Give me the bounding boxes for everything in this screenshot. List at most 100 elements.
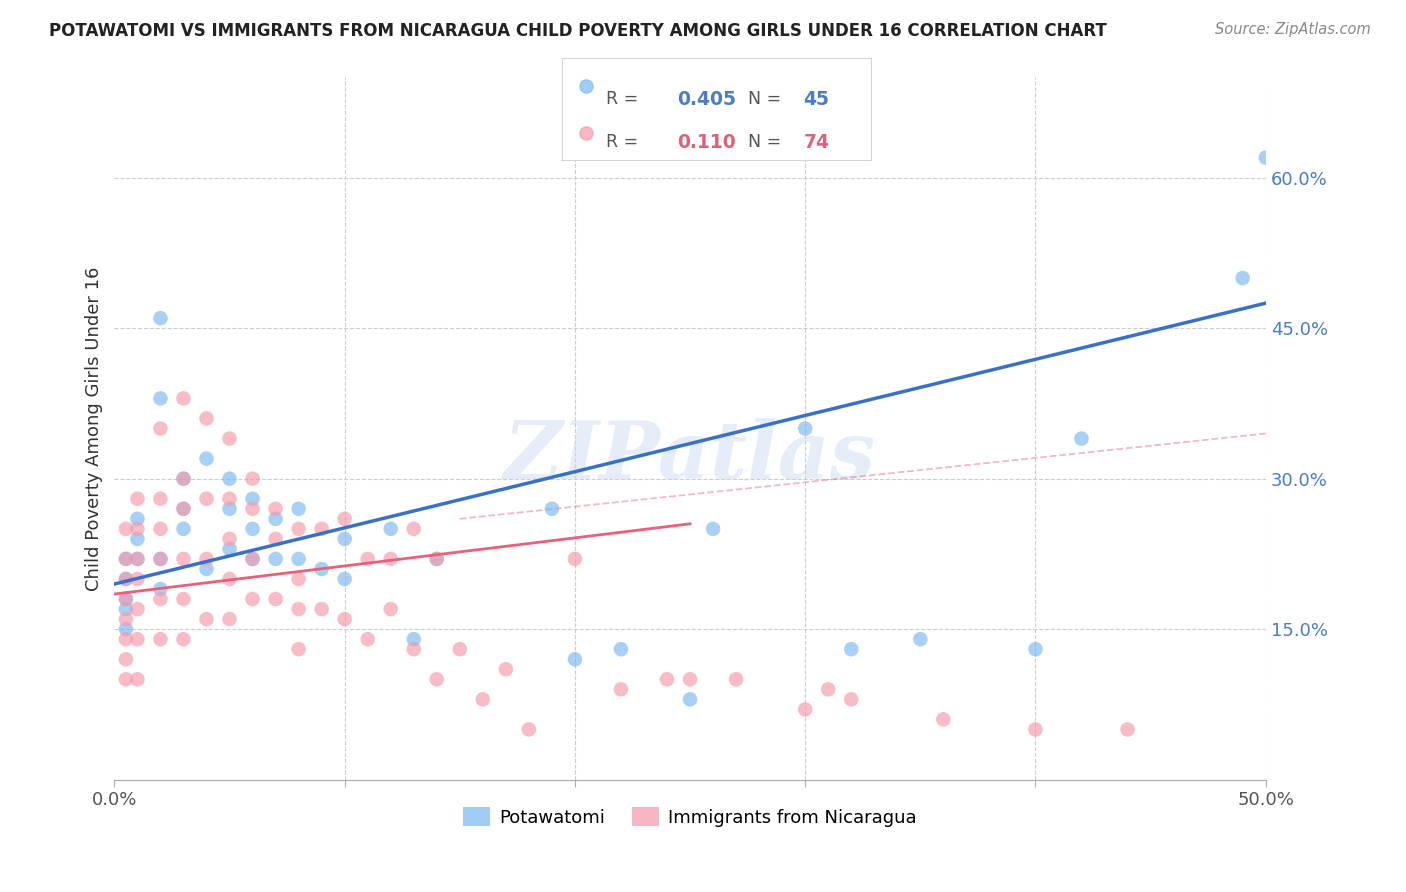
Point	[149, 491, 172, 506]
Point	[195, 451, 218, 466]
Point	[149, 522, 172, 536]
Point	[149, 552, 172, 566]
Point	[127, 552, 149, 566]
Point	[173, 592, 195, 607]
Point	[264, 501, 287, 516]
Point	[127, 572, 149, 586]
Point	[287, 602, 309, 616]
Point	[817, 682, 839, 697]
Text: 45: 45	[804, 89, 830, 109]
Point	[242, 501, 264, 516]
Text: 0.110: 0.110	[676, 133, 735, 152]
Point	[195, 552, 218, 566]
Point	[195, 562, 218, 576]
Point	[127, 632, 149, 647]
Point	[287, 522, 309, 536]
Point	[149, 632, 172, 647]
Point	[402, 522, 425, 536]
Point	[173, 392, 195, 406]
Text: R =: R =	[606, 133, 638, 151]
Point	[564, 552, 586, 566]
Point	[541, 501, 564, 516]
Point	[218, 501, 240, 516]
Text: POTAWATOMI VS IMMIGRANTS FROM NICARAGUA CHILD POVERTY AMONG GIRLS UNDER 16 CORRE: POTAWATOMI VS IMMIGRANTS FROM NICARAGUA …	[49, 22, 1107, 40]
Point	[655, 673, 678, 687]
Point	[115, 552, 138, 566]
Point	[127, 552, 149, 566]
Point	[264, 532, 287, 546]
Point	[839, 692, 862, 706]
Point	[287, 552, 309, 566]
Point	[173, 501, 195, 516]
Point	[910, 632, 932, 647]
Point	[115, 572, 138, 586]
Point	[402, 642, 425, 657]
Point	[311, 602, 333, 616]
Point	[264, 512, 287, 526]
Point	[794, 421, 817, 435]
Point	[264, 552, 287, 566]
Point	[1254, 151, 1277, 165]
Point	[380, 552, 402, 566]
Point	[517, 723, 540, 737]
Point	[242, 522, 264, 536]
Point	[311, 522, 333, 536]
Point	[149, 392, 172, 406]
Point	[287, 501, 309, 516]
Point	[173, 632, 195, 647]
Point	[115, 522, 138, 536]
Point	[380, 602, 402, 616]
Point	[932, 713, 955, 727]
Point	[149, 592, 172, 607]
Point	[574, 78, 596, 93]
Point	[333, 572, 356, 586]
Point	[426, 552, 449, 566]
Point	[242, 592, 264, 607]
Point	[218, 541, 240, 556]
Point	[1116, 723, 1139, 737]
Point	[426, 673, 449, 687]
Point	[115, 572, 138, 586]
Point	[725, 673, 748, 687]
Point	[426, 552, 449, 566]
Point	[287, 572, 309, 586]
Point	[115, 602, 138, 616]
Point	[218, 472, 240, 486]
Point	[127, 532, 149, 546]
Point	[115, 673, 138, 687]
Point	[311, 562, 333, 576]
Point	[173, 501, 195, 516]
Point	[794, 702, 817, 716]
Point	[115, 592, 138, 607]
Point	[1024, 723, 1046, 737]
Text: R =: R =	[606, 90, 638, 108]
Point	[127, 602, 149, 616]
Point	[127, 491, 149, 506]
Point	[242, 472, 264, 486]
Point	[564, 652, 586, 666]
Point	[173, 472, 195, 486]
Point	[218, 432, 240, 446]
Point	[218, 532, 240, 546]
Point	[357, 552, 380, 566]
Point	[218, 491, 240, 506]
Point	[679, 673, 702, 687]
Point	[333, 512, 356, 526]
Point	[471, 692, 494, 706]
Text: N =: N =	[748, 90, 782, 108]
Point	[195, 491, 218, 506]
Point	[195, 612, 218, 626]
Point	[173, 472, 195, 486]
Point	[574, 126, 596, 140]
Legend: Potawatomi, Immigrants from Nicaragua: Potawatomi, Immigrants from Nicaragua	[456, 800, 924, 834]
Point	[195, 411, 218, 425]
Point	[127, 522, 149, 536]
Point	[333, 612, 356, 626]
Text: ZIPatlas: ZIPatlas	[503, 417, 876, 495]
Point	[242, 552, 264, 566]
Point	[495, 662, 517, 676]
Point	[380, 522, 402, 536]
Text: N =: N =	[748, 133, 782, 151]
Text: 74: 74	[804, 133, 830, 152]
Point	[264, 592, 287, 607]
